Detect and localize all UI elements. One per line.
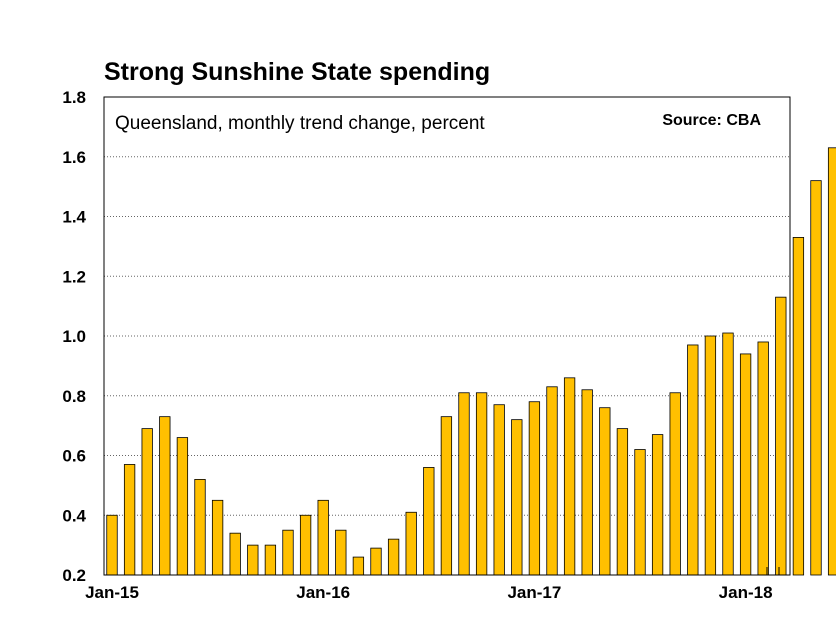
bar-jan-17: [528, 401, 541, 576]
bar-nov-15: [282, 529, 294, 576]
bar-apr-16: [370, 547, 382, 576]
y-tick-label: 0.4: [62, 506, 86, 525]
bar-mar-18: [775, 296, 787, 576]
bar-feb-18: [757, 341, 769, 576]
bar-sep-15: [247, 544, 259, 576]
bar-jun-18: [827, 147, 836, 576]
bar-mar-17: [563, 377, 576, 576]
x-tick-label: Jan-15: [85, 583, 139, 602]
bar-jan-18: [739, 353, 752, 576]
bar-jul-17: [634, 449, 646, 576]
y-tick-label: 1.4: [62, 208, 86, 227]
bar-feb-17: [546, 386, 558, 576]
bar-apr-15: [159, 416, 171, 576]
x-tick-label: Jan-18: [719, 583, 773, 602]
bar-mar-15: [141, 428, 153, 576]
chart-title: Strong Sunshine State spending: [104, 58, 491, 86]
bar-jun-15: [194, 478, 206, 576]
plot-frame: [103, 96, 791, 576]
bar-mar-16: [352, 556, 365, 576]
bar-dec-16: [511, 419, 523, 576]
source-note: Source: CBA: [662, 112, 761, 129]
x-tick-label: Jan-16: [296, 583, 350, 602]
y-tick-label: 0.6: [62, 447, 86, 466]
bar-nov-16: [493, 404, 505, 576]
y-tick-label: 1.8: [62, 88, 86, 107]
bar-aug-16: [440, 416, 453, 576]
bars: [106, 147, 836, 576]
bar-jul-16: [423, 467, 435, 576]
bar-aug-17: [651, 434, 664, 576]
bar-apr-18: [792, 237, 805, 576]
bar-jul-15: [211, 499, 224, 576]
bar-sep-16: [458, 392, 470, 576]
bar-aug-15: [229, 532, 241, 576]
bar-jun-16: [405, 511, 417, 576]
y-tick-label: 0.2: [62, 566, 86, 585]
bar-oct-17: [687, 344, 699, 576]
bar-may-16: [387, 538, 400, 576]
y-tick-label: 1.6: [62, 148, 86, 167]
chart-subtitle: Queensland, monthly trend change, percen…: [115, 113, 485, 134]
bar-jun-17: [616, 428, 629, 576]
x-axis-tick-labels: Jan-15 Jan-16 Jan-17 Jan-18: [85, 567, 780, 602]
bar-may-15: [176, 437, 189, 576]
bar-feb-15: [123, 464, 136, 576]
bar-oct-16: [475, 392, 488, 576]
bar-oct-15: [264, 544, 277, 576]
x-tick-label: Jan-17: [507, 583, 561, 602]
bar-may-17: [599, 407, 611, 576]
y-tick-label: 0.8: [62, 387, 86, 406]
y-tick-label: 1.2: [62, 267, 86, 286]
bar-nov-17: [704, 335, 717, 576]
bar-apr-17: [581, 389, 593, 576]
bar-dec-17: [722, 332, 734, 576]
bar-jan-16: [317, 499, 329, 576]
bar-may-18: [810, 180, 822, 576]
bar-feb-16: [335, 529, 347, 576]
y-axis-tick-labels: 0.2 0.4 0.6 0.8 1.0 1.2 1.4 1.6 1.8: [62, 88, 86, 585]
y-tick-label: 1.0: [62, 327, 86, 346]
bar-jan-15: [106, 514, 118, 576]
bar-sep-17: [669, 392, 681, 576]
bar-dec-15: [299, 514, 312, 576]
